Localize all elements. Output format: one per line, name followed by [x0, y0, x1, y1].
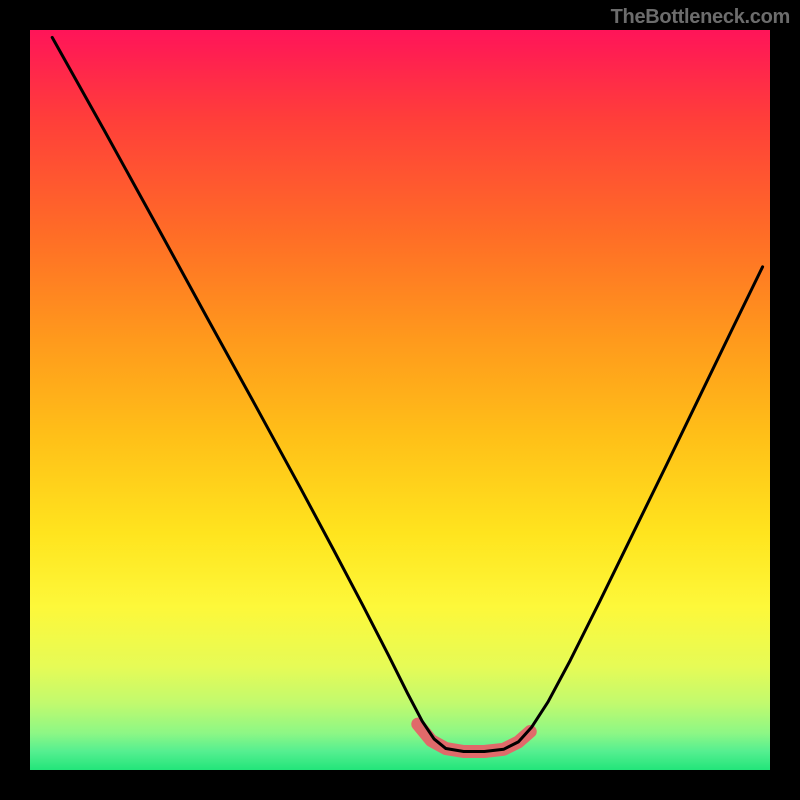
gradient-plot-area — [0, 0, 800, 800]
chart-container: TheBottleneck.com — [0, 0, 800, 800]
watermark-text: TheBottleneck.com — [611, 6, 790, 29]
plot-background — [30, 30, 770, 770]
